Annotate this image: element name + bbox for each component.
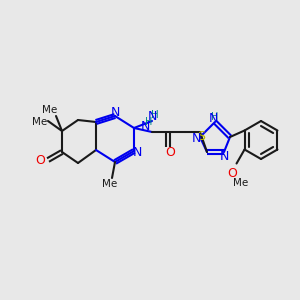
Text: O: O <box>35 154 45 166</box>
Text: N: N <box>140 119 150 133</box>
Text: N: N <box>191 131 201 145</box>
Text: H: H <box>145 117 153 127</box>
Text: N: N <box>208 112 218 124</box>
Text: N: N <box>110 106 120 119</box>
Text: N: N <box>147 110 157 124</box>
Text: S: S <box>197 130 205 143</box>
Text: Me: Me <box>32 117 48 127</box>
Text: O: O <box>228 167 238 180</box>
Text: O: O <box>165 146 175 160</box>
Text: H: H <box>151 110 159 120</box>
Text: N: N <box>132 146 142 158</box>
Text: Me: Me <box>233 178 248 188</box>
Text: Me: Me <box>42 105 58 115</box>
Text: N: N <box>219 151 229 164</box>
Text: H: H <box>211 112 219 122</box>
Text: Me: Me <box>102 179 118 189</box>
